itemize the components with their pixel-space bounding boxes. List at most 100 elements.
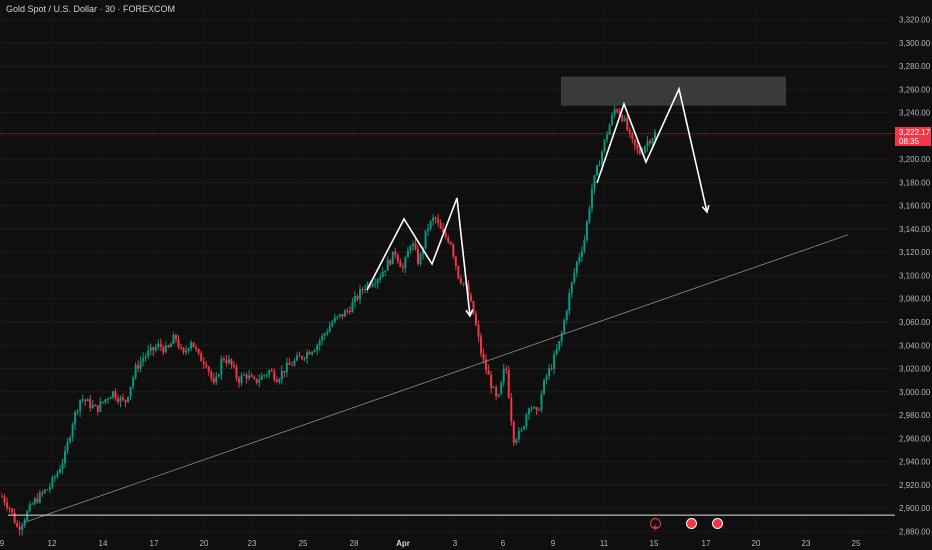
y-tick-label: 2,960.00 <box>899 434 931 443</box>
candle-body <box>69 437 72 442</box>
candle-body <box>346 310 349 312</box>
candle-body <box>560 332 563 342</box>
x-tick-label: Apr <box>396 539 410 548</box>
candle-body <box>243 374 246 376</box>
candle-body <box>162 346 165 353</box>
candle-body <box>646 141 649 147</box>
candle-body <box>601 151 604 166</box>
candle-body <box>643 146 646 153</box>
candle-body <box>550 368 553 370</box>
candle-body <box>616 109 619 112</box>
candle-body <box>452 244 455 257</box>
candle-body <box>439 222 442 229</box>
candle-body <box>553 354 556 369</box>
candle-body <box>79 399 82 412</box>
candle-body <box>459 278 462 284</box>
x-tick-label: 25 <box>852 539 861 548</box>
candle-body <box>316 345 319 351</box>
candle-body <box>457 265 460 279</box>
chart-title: Gold Spot / U.S. Dollar · 30 · FOREXCOM <box>6 4 176 14</box>
candle-body <box>371 284 374 287</box>
candle-body <box>384 270 387 272</box>
candle-body <box>96 405 99 412</box>
candle-body <box>495 387 498 397</box>
candle-body <box>182 347 185 353</box>
economic-event-flag-icon-1[interactable] <box>686 518 697 529</box>
candle-body <box>485 359 488 371</box>
y-tick-label: 2,940.00 <box>899 458 931 467</box>
candle-body <box>474 314 477 325</box>
candle-body <box>419 254 422 265</box>
economic-event-flag-icon-2[interactable] <box>712 518 723 529</box>
candle-body <box>301 356 304 359</box>
candle-body <box>343 310 346 317</box>
candle-body <box>280 370 283 380</box>
candle-body <box>570 282 573 294</box>
candle-body <box>522 426 525 430</box>
candle-body <box>106 399 109 401</box>
candle-body <box>618 111 621 116</box>
candle-body <box>417 249 420 265</box>
candle-body <box>169 343 172 348</box>
candle-body <box>580 251 583 257</box>
y-tick-label: 2,880.00 <box>899 527 931 536</box>
candle-body <box>364 289 367 291</box>
candle-body <box>444 232 447 238</box>
candle-body <box>598 165 601 167</box>
candle-body <box>565 310 568 320</box>
candle-body <box>336 316 339 318</box>
candle-body <box>41 492 44 494</box>
candle-body <box>202 361 205 365</box>
x-axis: 9 12 14 17 20 23 25 28 Apr 3 6 9 11 15 17 20 23 25 <box>0 539 861 548</box>
candle-body <box>394 251 397 255</box>
candle-body <box>195 347 198 349</box>
candle-body <box>348 310 351 313</box>
pattern-drawing-2 <box>596 86 708 213</box>
candle-body <box>442 228 445 233</box>
candle-body <box>575 261 578 273</box>
candle-body <box>306 352 309 359</box>
candle-body <box>361 289 364 291</box>
candle-body <box>99 401 102 412</box>
candle-body <box>28 504 31 512</box>
candle-body <box>74 411 77 425</box>
candle-body <box>174 334 177 340</box>
candle-body <box>548 368 551 377</box>
candle-body <box>8 507 11 509</box>
y-axis: 3,320.00 3,300.00 3,280.00 3,260.00 3,240.00… <box>899 16 931 537</box>
candle-body <box>621 115 624 121</box>
candle-body <box>26 511 29 521</box>
candle-body <box>303 358 306 360</box>
candle-body <box>353 295 356 303</box>
candle-body <box>101 401 104 403</box>
earnings-lightning-icon[interactable] <box>650 518 661 532</box>
arrow-head-1 <box>465 309 474 318</box>
candle-body <box>237 378 240 383</box>
candle-body <box>248 375 251 379</box>
candle-body <box>497 394 500 397</box>
candle-body <box>250 375 253 377</box>
candle-body <box>611 114 614 125</box>
candle-body <box>424 230 427 249</box>
candle-body <box>555 349 558 355</box>
candle-body <box>374 283 377 285</box>
candle-body <box>490 374 493 388</box>
candle-body <box>167 345 170 348</box>
candle-body <box>366 283 369 290</box>
candle-body <box>510 397 513 422</box>
candle-body <box>573 272 576 283</box>
candle-body <box>409 246 412 251</box>
y-tick-label: 3,200.00 <box>899 155 931 164</box>
candle-body <box>104 399 107 403</box>
candle-body <box>381 271 384 278</box>
last-price-value: 3,222.17 <box>899 128 931 137</box>
candle-body <box>293 360 296 366</box>
candle-body <box>31 503 34 505</box>
candle-body <box>469 295 472 301</box>
candle-body <box>507 369 510 398</box>
candle-body <box>154 347 157 351</box>
y-tick-label: 3,300.00 <box>899 39 931 48</box>
candle-body <box>313 350 316 352</box>
candle-body <box>273 371 276 380</box>
